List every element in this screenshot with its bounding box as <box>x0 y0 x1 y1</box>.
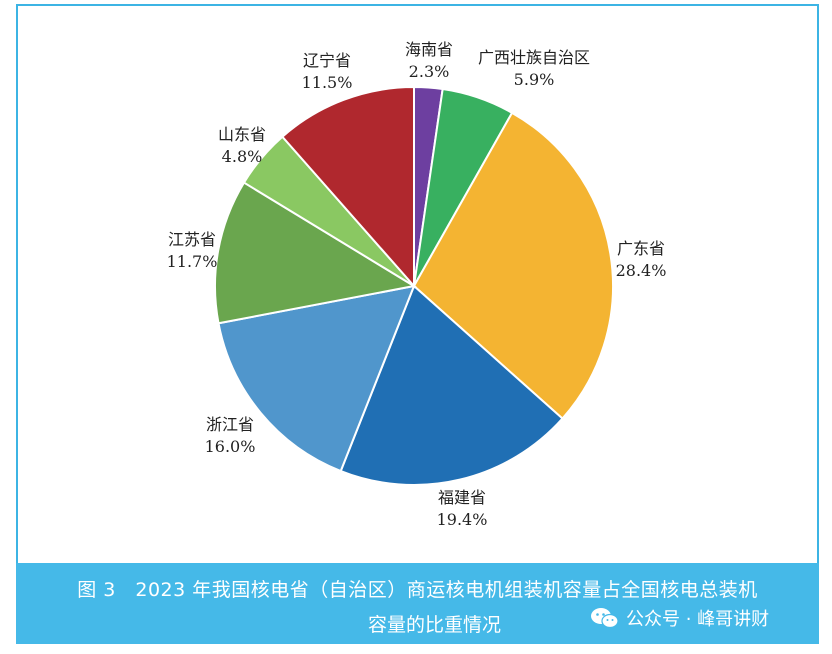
slice-value-label: 28.4% <box>616 261 667 280</box>
slice-value-label: 2.3% <box>409 62 450 81</box>
pie-slice <box>339 284 564 486</box>
slice-label: 山东省 <box>218 125 266 144</box>
slice-label: 海南省 <box>405 40 453 59</box>
pie-slices <box>214 85 614 486</box>
slice-label: 福建省 <box>438 488 486 507</box>
figure-caption: 图 3 2023 年我国核电省（自治区）商运核电机组装机容量占全国核电总装机 容… <box>16 563 819 644</box>
slice-value-label: 11.7% <box>167 252 218 271</box>
watermark: 公众号 · 峰哥讲财 <box>590 605 769 631</box>
slice-label: 江苏省 <box>168 230 216 249</box>
slice-value-label: 19.4% <box>437 510 488 529</box>
caption-title-line2: 容量的比重情况 <box>368 614 502 636</box>
pie-slice <box>214 181 417 325</box>
slice-label: 辽宁省 <box>303 51 351 70</box>
wechat-icon <box>591 608 619 629</box>
pie-labels: 海南省 2.3% 广西壮族自治区 5.9% 广东省 28.4% 福建省 19.4% 浙江省 16.… <box>167 40 667 529</box>
caption-title-line1: 图 3 2023 年我国核电省（自治区）商运核电机组装机容量占全国核电总装机 <box>77 579 758 601</box>
slice-label: 广东省 <box>617 239 665 258</box>
slice-label: 浙江省 <box>206 415 254 434</box>
slice-label: 广西壮族自治区 <box>478 48 590 67</box>
pie-slice <box>217 284 416 473</box>
pie-slice <box>280 85 415 289</box>
slice-value-label: 4.8% <box>222 147 263 166</box>
slice-value-label: 11.5% <box>302 73 353 92</box>
slice-value-label: 16.0% <box>205 437 256 456</box>
watermark-text: 公众号 · 峰哥讲财 <box>626 609 770 630</box>
slice-value-label: 5.9% <box>514 70 555 89</box>
pie-slice <box>412 111 614 420</box>
